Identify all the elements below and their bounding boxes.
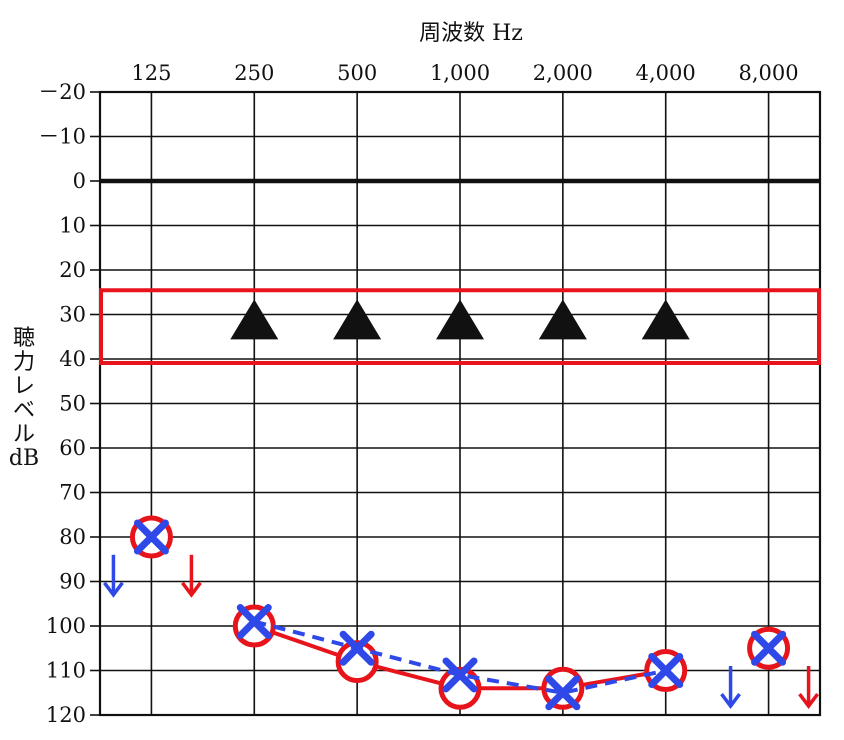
cross-marker-stroke xyxy=(442,657,478,693)
cross-marker-stroke xyxy=(133,519,169,555)
cross-marker-stroke xyxy=(339,630,375,666)
triangle-marker xyxy=(230,299,279,340)
cross-marker-stroke xyxy=(648,653,684,688)
cross-marker-stroke xyxy=(751,630,787,666)
y-tick-label: 100 xyxy=(46,614,86,638)
y-tick-label: 50 xyxy=(59,392,86,416)
cross-marker xyxy=(339,630,375,666)
grid xyxy=(90,90,822,717)
arrow-head xyxy=(720,693,741,710)
triangle-series xyxy=(230,299,690,340)
x-axis-ticks: 125 250 500 1,000 2,000 4,000 8,000 xyxy=(131,61,798,85)
y-tick-label: 20 xyxy=(59,258,86,282)
y-axis-label-char: レ xyxy=(13,374,35,399)
cross-marker xyxy=(545,675,581,711)
y-tick-label: 0 xyxy=(73,169,86,193)
y-axis-label-char: 力 xyxy=(13,350,35,375)
x-tick-label: 250 xyxy=(234,61,274,85)
x-tick-label: 125 xyxy=(131,61,171,85)
highlight-band xyxy=(99,288,821,365)
y-axis-label-char: ベ xyxy=(13,398,35,423)
y-tick-label: 90 xyxy=(59,570,86,594)
x-tick-label: 8,000 xyxy=(739,61,799,85)
arrow-head xyxy=(103,581,124,598)
series xyxy=(129,299,791,711)
cross-marker xyxy=(442,657,478,693)
scale-out-arrow xyxy=(181,554,202,598)
y-axis-label-char: dB xyxy=(9,446,39,471)
circle-marker xyxy=(335,640,379,684)
y-axis-label-char: 聴 xyxy=(13,326,35,351)
y-tick-label: 60 xyxy=(59,436,86,460)
triangle-marker xyxy=(641,299,690,340)
arrow-head xyxy=(181,581,202,598)
cross-marker-stroke xyxy=(236,604,272,640)
triangle-marker xyxy=(538,299,587,340)
y-tick-label: －10 xyxy=(38,125,86,149)
cross-series-line xyxy=(253,619,667,695)
y-axis-ticks: －20 －10 0 10 20 30 40 50 60 70 80 90 100 110 120 xyxy=(38,80,86,727)
chart-title: 周波数 Hz xyxy=(419,21,523,46)
y-tick-label: 40 xyxy=(59,347,86,371)
cross-marker xyxy=(751,630,787,666)
y-tick-label: 80 xyxy=(59,525,86,549)
x-tick-label: 2,000 xyxy=(533,61,593,85)
circle-marker xyxy=(438,666,482,710)
cross-series xyxy=(133,519,787,711)
cross-marker-stroke xyxy=(545,675,581,711)
y-tick-label: 30 xyxy=(59,303,86,327)
triangle-marker xyxy=(333,299,382,340)
y-tick-label: 120 xyxy=(46,703,86,727)
scale-out-arrows xyxy=(103,554,819,710)
y-tick-label: －20 xyxy=(38,80,86,104)
x-tick-label: 1,000 xyxy=(430,61,490,85)
arrow-head xyxy=(798,693,819,710)
scale-out-arrow xyxy=(720,666,741,710)
y-tick-label: 70 xyxy=(59,481,86,505)
cross-marker xyxy=(236,604,272,640)
x-tick-label: 4,000 xyxy=(636,61,696,85)
cross-marker xyxy=(133,519,169,555)
scale-out-arrow xyxy=(798,666,819,710)
y-axis-label-char: ル xyxy=(13,422,35,447)
x-tick-label: 500 xyxy=(337,61,377,85)
triangle-marker xyxy=(436,299,484,340)
cross-marker xyxy=(648,653,684,688)
y-tick-label: 110 xyxy=(46,659,86,683)
scale-out-arrow xyxy=(103,554,124,598)
highlight-band-rect xyxy=(99,288,821,365)
y-tick-label: 10 xyxy=(59,214,86,238)
